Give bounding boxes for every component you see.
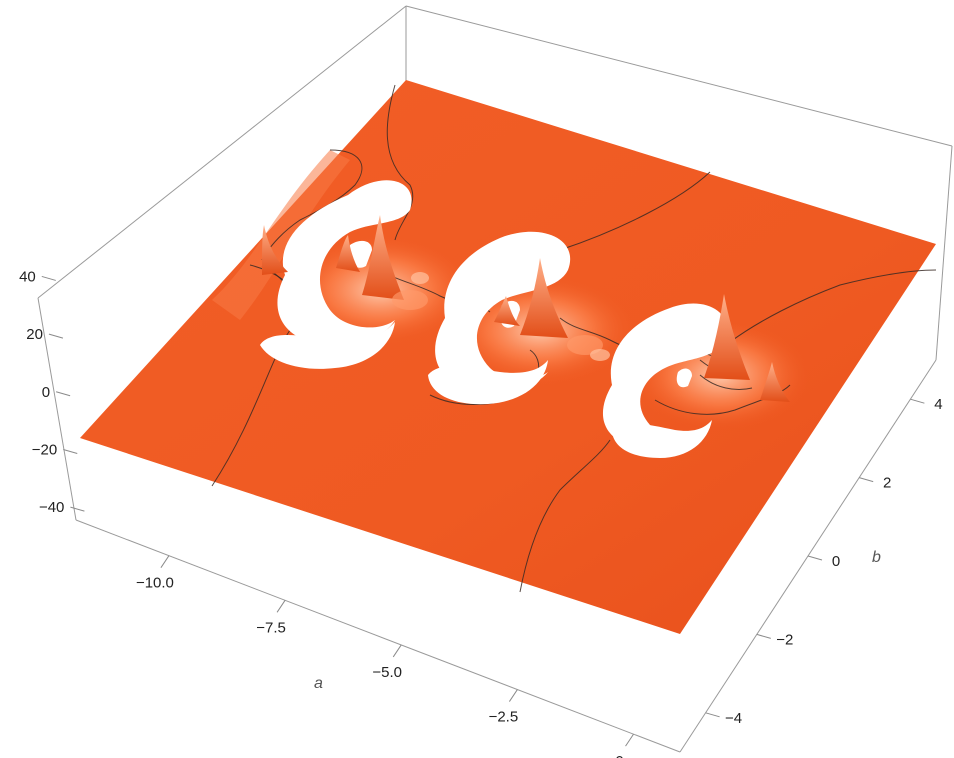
z-tick-mark [70, 506, 85, 512]
z-tick-mark [41, 275, 56, 281]
spiral-cut-shape [612, 420, 712, 458]
spiral-cut-1 [260, 180, 412, 369]
bump [590, 349, 610, 361]
spike [494, 296, 520, 326]
x-axis: −10.0 −7.5 −5.0 −2.5 0 [136, 555, 634, 758]
z-tick-label: −40 [39, 499, 64, 516]
bump [411, 272, 429, 284]
spiral-cut-shape [277, 180, 412, 345]
z-tick-mark [63, 448, 78, 454]
x-tick-label: −5.0 [372, 664, 402, 681]
spikes [262, 215, 790, 402]
y-axis-label: b [872, 549, 881, 566]
x-tick-mark [276, 600, 286, 613]
z-tick-mark [48, 333, 64, 339]
x-tick-label: −2.5 [489, 709, 519, 726]
spike [704, 294, 750, 380]
z-tick-label: 40 [19, 268, 36, 285]
z-tick-label: 20 [26, 326, 43, 343]
x-tick-mark [508, 689, 518, 702]
y-tick-mark [859, 477, 874, 483]
y-tick-label: 2 [883, 475, 891, 492]
y-tick-label: 4 [934, 396, 942, 413]
spiral-cut-shape [435, 231, 571, 391]
contour-line [519, 439, 611, 593]
spike [362, 215, 404, 300]
x-axis-label: a [314, 675, 323, 692]
contour-line [729, 269, 937, 343]
x-tick-label: −10.0 [136, 575, 174, 592]
x-tick-label: −7.5 [256, 619, 286, 636]
spiral-cut-shape [602, 303, 727, 449]
y-tick-label: −2 [776, 631, 793, 648]
spike [520, 258, 568, 338]
contour-line [559, 171, 711, 251]
spike [262, 225, 288, 275]
x-tick-mark [392, 644, 402, 658]
z-tick-label: −20 [32, 441, 57, 458]
y-tick-mark [756, 633, 771, 639]
spike [336, 235, 360, 272]
spiral-cut-3 [602, 303, 727, 458]
spike [760, 362, 790, 402]
x-tick-mark [160, 555, 170, 568]
y-tick-label: −4 [725, 710, 742, 727]
y-tick-mark [705, 712, 720, 718]
z-tick-label: 0 [42, 384, 50, 401]
x-tick-label: 0 [615, 753, 623, 758]
spiral-cut-shape [260, 322, 395, 369]
z-axis: 40 20 0 −20 −40 [19, 268, 85, 516]
y-tick-mark [807, 555, 823, 561]
spiral-cut-shape [676, 368, 692, 388]
contour-line [699, 374, 753, 390]
y-tick-label: 0 [832, 553, 840, 570]
y-axis: −4 −2 0 2 4 [705, 396, 943, 727]
y-tick-mark [910, 398, 925, 404]
x-tick-mark [625, 733, 634, 747]
contour-line [386, 84, 414, 241]
spiral-cut-shape [348, 240, 372, 268]
bump [567, 335, 603, 355]
z-tick-mark [55, 391, 71, 397]
bounding-box-back [37, 5, 953, 521]
bump [392, 290, 428, 310]
spiral-cut-shape [428, 360, 548, 405]
surface [80, 80, 937, 634]
